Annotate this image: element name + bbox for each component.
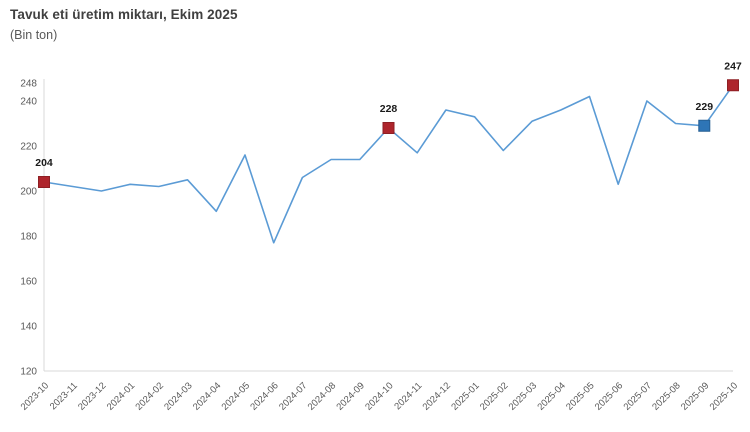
x-tick-label: 2024-02: [134, 380, 166, 412]
highlight-marker-blue: [698, 119, 711, 132]
x-tick-label: 2025-06: [593, 380, 625, 412]
highlight-marker-red: [382, 122, 395, 134]
point-value-label: 247: [724, 60, 742, 72]
x-tick-label: 2024-07: [277, 380, 309, 412]
x-tick-label: 2024-09: [334, 380, 366, 412]
y-tick-label: 200: [20, 187, 37, 198]
chart-title: Tavuk eti üretim miktarı, Ekim 2025: [10, 7, 238, 22]
y-tick-label: 140: [20, 322, 37, 333]
y-tick-label: 180: [20, 232, 37, 243]
point-value-label: 228: [380, 103, 398, 115]
highlight-marker-red: [727, 79, 739, 92]
x-tick-label: 2024-12: [421, 380, 453, 412]
x-tick-label: 2024-08: [306, 380, 338, 412]
x-tick-label: 2023-12: [76, 380, 108, 412]
y-tick-label: 240: [20, 97, 37, 108]
y-tick-label: 120: [20, 367, 37, 378]
x-tick-label: 2025-09: [679, 380, 711, 412]
x-tick-label: 2024-11: [392, 380, 424, 412]
x-tick-label: 2025-07: [622, 380, 654, 412]
x-tick-label: 2023-10: [19, 380, 51, 412]
chart-subtitle: (Bin ton): [10, 28, 58, 42]
highlight-marker-red: [38, 176, 50, 188]
x-tick-label: 2024-06: [248, 380, 280, 412]
x-tick-label: 2025-01: [449, 380, 481, 412]
y-tick-label: 160: [20, 277, 37, 288]
x-tick-label: 2025-05: [564, 380, 596, 412]
x-tick-label: 2025-08: [650, 380, 682, 412]
point-value-label: 229: [696, 101, 714, 113]
x-tick-label: 2025-03: [507, 380, 539, 412]
x-tick-label: 2024-05: [220, 380, 252, 412]
x-tick-label: 2024-04: [191, 380, 223, 412]
x-tick-label: 2025-04: [535, 380, 567, 412]
y-tick-label: 248: [20, 79, 37, 90]
x-tick-label: 2024-01: [105, 380, 137, 412]
x-tick-label: 2024-03: [162, 380, 194, 412]
x-tick-label: 2023-11: [48, 380, 80, 412]
x-tick-label: 2025-10: [708, 380, 740, 412]
y-tick-label: 220: [20, 142, 37, 153]
point-value-label: 204: [35, 157, 53, 169]
x-tick-label: 2025-02: [478, 380, 510, 412]
x-tick-label: 2024-10: [363, 380, 395, 412]
